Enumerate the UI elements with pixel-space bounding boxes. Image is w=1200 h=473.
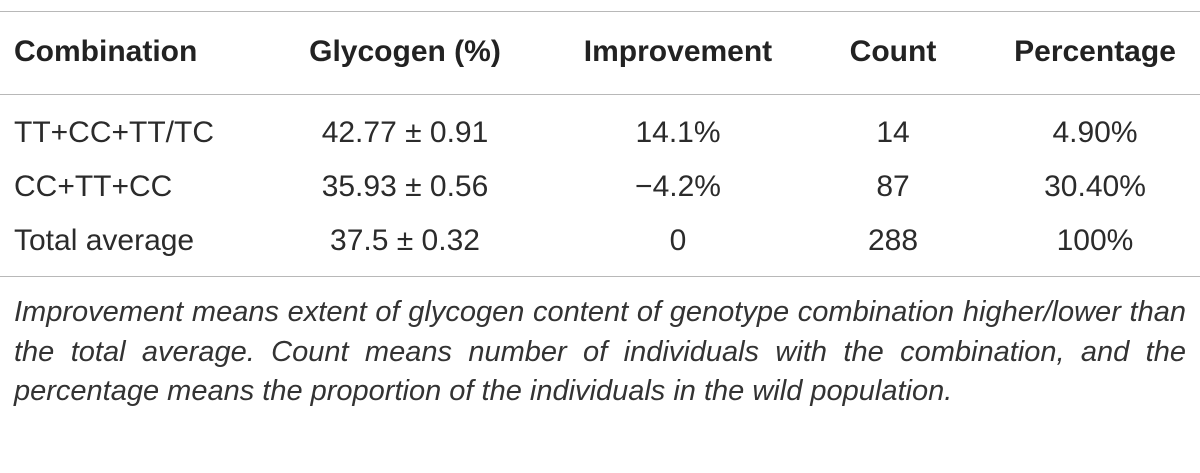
header-rule [0, 94, 1200, 95]
table-cell: 14 [876, 116, 910, 149]
table-cell: 4.90% [1052, 116, 1138, 149]
column-header: Count [849, 35, 937, 68]
table-cell: 87 [876, 170, 910, 203]
table-cell: CC+TT+CC [14, 170, 173, 203]
table-cell: 0 [669, 224, 687, 257]
table-cell: 30.40% [1044, 170, 1146, 203]
column-header: Percentage [1014, 35, 1176, 68]
column-header: Combination [14, 35, 198, 68]
table-cell: 288 [867, 224, 919, 257]
table-cell: 14.1% [635, 116, 721, 149]
table-cell: 37.5 ± 0.32 [330, 224, 480, 257]
table-cell: Total average [14, 224, 195, 257]
footnote: Improvement means extent of glycogen con… [14, 296, 1186, 407]
bottom-rule [0, 276, 1200, 277]
table-cell: 42.77 ± 0.91 [321, 116, 489, 149]
column-header: Glycogen (%) [309, 35, 501, 68]
table-cell: TT+CC+TT/TC [14, 116, 214, 149]
column-header: Improvement [583, 35, 773, 68]
top-rule [0, 11, 1200, 12]
table-cell: 100% [1056, 224, 1134, 257]
table-cell: 35.93 ± 0.56 [321, 170, 489, 203]
table-cell: −4.2% [635, 170, 721, 203]
